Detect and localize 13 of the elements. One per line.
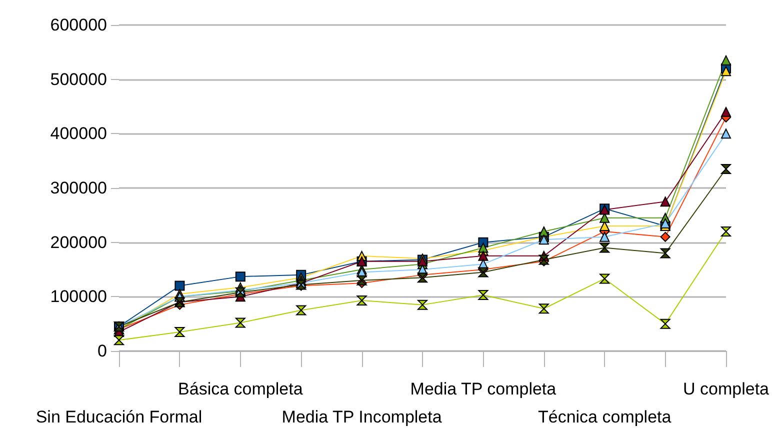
y-tick-label: 0 — [98, 342, 107, 360]
y-tick-label: 200000 — [50, 232, 107, 252]
y-tick-label: 100000 — [50, 287, 107, 306]
x-tick-label: Básica completa — [178, 380, 304, 398]
x-tick-label: Sin Educación Formal — [36, 408, 202, 426]
x-tick-label: Media TP completa — [410, 380, 557, 398]
x-tick-label: Media TP Incompleta — [282, 408, 442, 426]
y-tick-label: 300000 — [50, 178, 107, 198]
y-tick-label: 600000 — [50, 16, 107, 34]
y-tick-label: 400000 — [50, 124, 107, 144]
x-tick-label: Técnica completa — [538, 408, 672, 426]
y-tick-label: 500000 — [50, 70, 107, 89]
x-tick-label: U completa — [683, 380, 770, 398]
